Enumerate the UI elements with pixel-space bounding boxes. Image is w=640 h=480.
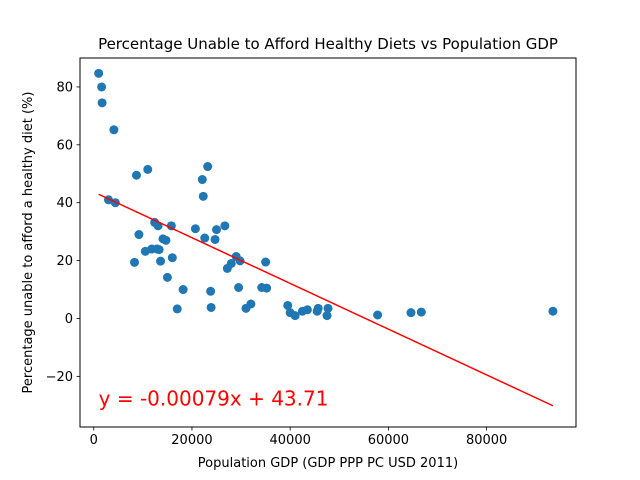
data-point xyxy=(143,164,153,174)
data-point xyxy=(172,304,182,314)
data-point xyxy=(373,310,383,320)
data-point xyxy=(220,221,230,231)
data-point xyxy=(130,257,140,267)
data-point xyxy=(154,245,164,255)
y-tick-label: 40 xyxy=(56,196,73,211)
x-tick-label: 60000 xyxy=(368,433,409,448)
regression-line xyxy=(98,193,554,407)
data-point xyxy=(226,258,236,268)
data-point xyxy=(167,253,177,263)
data-point xyxy=(131,170,141,180)
regression-equation: y = -0.00079x + 43.71 xyxy=(99,386,329,410)
data-point xyxy=(322,311,332,321)
data-point xyxy=(109,125,119,135)
data-point xyxy=(94,68,104,78)
data-point xyxy=(313,303,323,313)
x-axis-label: Population GDP (GDP PPP PC USD 2011) xyxy=(198,456,458,471)
y-axis-label: Percentage unable to afford a healthy di… xyxy=(21,92,36,394)
data-point xyxy=(161,235,171,245)
data-point xyxy=(406,308,416,318)
x-tick-label: 0 xyxy=(90,433,98,448)
data-point xyxy=(162,272,172,282)
y-tick-label: 80 xyxy=(56,80,73,95)
data-point xyxy=(262,283,272,293)
data-point xyxy=(210,234,220,244)
x-tick-label: 40000 xyxy=(270,433,311,448)
data-point xyxy=(198,191,208,201)
x-tick-label: 20000 xyxy=(171,433,212,448)
y-tick-label: 20 xyxy=(56,254,73,269)
data-point xyxy=(234,283,244,292)
data-point xyxy=(203,162,213,172)
data-point xyxy=(416,307,426,317)
chart-title: Percentage Unable to Afford Healthy Diet… xyxy=(98,35,558,53)
data-point xyxy=(178,285,188,295)
data-point xyxy=(200,233,210,243)
data-point xyxy=(156,256,166,266)
data-point xyxy=(134,230,144,240)
axes-frame xyxy=(79,57,577,428)
y-tick-label: 0 xyxy=(65,312,73,327)
data-point xyxy=(283,300,293,310)
data-point xyxy=(261,257,271,267)
data-point xyxy=(302,305,312,315)
data-point xyxy=(197,175,207,185)
x-tick-label: 80000 xyxy=(466,433,507,448)
y-tick-label: 60 xyxy=(56,138,73,153)
data-point xyxy=(246,299,256,309)
data-point xyxy=(206,302,216,312)
data-point xyxy=(97,82,107,92)
y-axis: −20 0 20 40 60 80 xyxy=(46,80,80,385)
plot-area xyxy=(94,68,558,407)
data-point xyxy=(190,224,200,234)
data-point xyxy=(323,303,333,313)
data-point xyxy=(206,286,216,296)
x-axis: 0 20000 40000 60000 80000 xyxy=(90,427,507,448)
data-point xyxy=(212,225,222,235)
data-point xyxy=(97,98,107,108)
y-tick-label: −20 xyxy=(46,370,73,385)
data-point xyxy=(166,221,176,231)
data-point xyxy=(290,311,300,321)
data-point xyxy=(548,306,558,316)
